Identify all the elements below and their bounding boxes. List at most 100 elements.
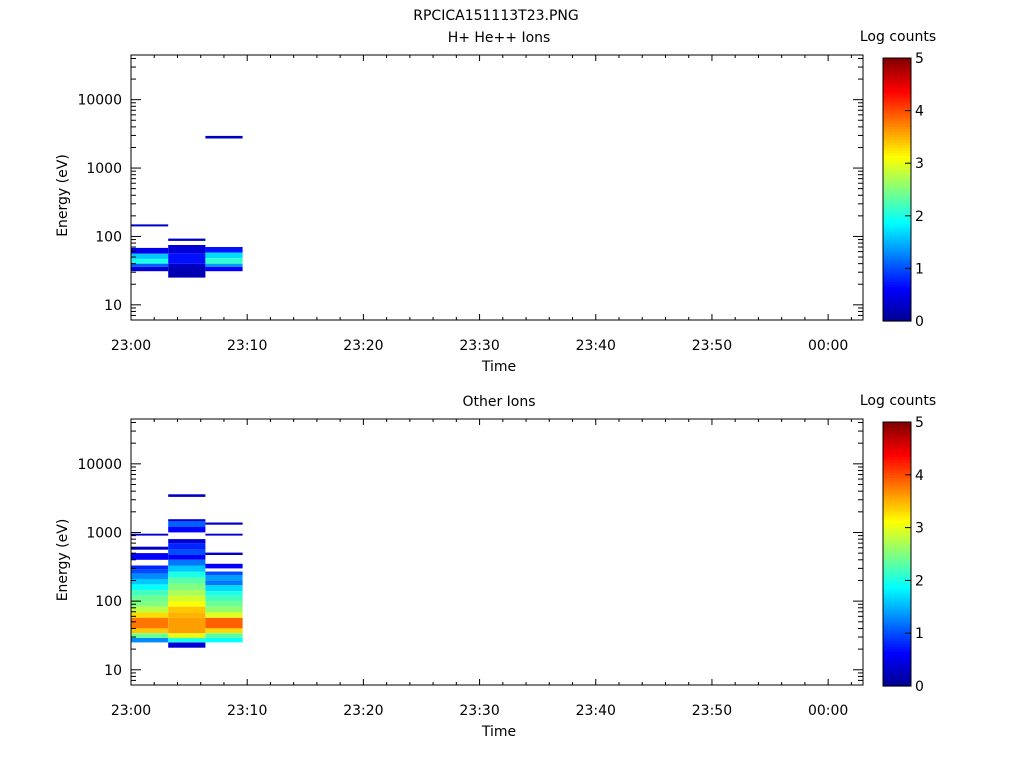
- colorbar-swatch: [883, 310, 911, 314]
- colorbar-swatch: [883, 458, 911, 463]
- spectrogram-cell: [205, 628, 243, 634]
- colorbar-swatch: [883, 165, 911, 170]
- colorbar-swatch: [883, 633, 911, 637]
- colorbar-swatch: [883, 461, 911, 465]
- colorbar-swatch: [883, 202, 911, 206]
- spectrogram-cell: [205, 533, 243, 536]
- colorbar-swatch: [883, 670, 911, 674]
- colorbar-swatch: [883, 453, 911, 457]
- colorbar-swatch: [883, 580, 911, 584]
- colorbar-swatch: [883, 299, 911, 304]
- colorbar-label: Log counts: [860, 29, 936, 45]
- colorbar-swatch: [883, 257, 911, 262]
- colorbar-frame: [882, 57, 912, 322]
- x-tick-label: 23:20: [343, 338, 383, 354]
- colorbar-swatch: [883, 683, 911, 687]
- colorbar-swatch: [883, 178, 911, 183]
- spectrogram-cell: [205, 266, 243, 272]
- colorbar-swatch: [883, 667, 911, 671]
- colorbar-swatch: [883, 493, 911, 497]
- colorbar-swatch: [883, 152, 911, 156]
- colorbar-tick-label: 0: [915, 679, 924, 695]
- colorbar-swatch: [883, 105, 911, 109]
- y-tick-label: 10: [104, 298, 122, 314]
- colorbar-swatch: [883, 226, 911, 230]
- colorbar-swatch: [883, 651, 911, 655]
- colorbar-swatch: [883, 522, 911, 526]
- spectrogram-cell: [168, 595, 206, 602]
- colorbar-swatch: [883, 641, 911, 645]
- colorbar-swatch: [883, 136, 911, 141]
- x-tick-label: 23:40: [576, 703, 616, 719]
- spectrogram-cell: [131, 565, 169, 570]
- colorbar-swatch: [883, 443, 911, 447]
- colorbar-swatch: [883, 422, 911, 426]
- colorbar-swatch: [883, 506, 911, 510]
- colorbar-swatch: [883, 559, 911, 563]
- colorbar-swatch: [883, 305, 911, 309]
- colorbar-swatch: [883, 569, 911, 574]
- x-tick-label: 23:30: [459, 703, 499, 719]
- colorbar-swatch: [883, 572, 911, 576]
- colorbar-tick-label: 2: [915, 573, 924, 589]
- colorbar-swatch: [883, 672, 911, 677]
- colorbar-swatch: [883, 302, 911, 306]
- colorbar-swatch: [883, 503, 911, 508]
- colorbar-swatch: [883, 68, 911, 72]
- colorbar-tick-label: 1: [915, 261, 924, 277]
- colorbar-swatch: [883, 435, 911, 439]
- spectrogram-cell: [205, 575, 243, 581]
- colorbar-swatch: [883, 100, 911, 104]
- spectrogram-cell: [168, 494, 206, 497]
- colorbar-swatch: [883, 207, 911, 212]
- y-tick-label: 10000: [77, 457, 122, 473]
- colorbar-swatch: [883, 142, 911, 146]
- colorbar-swatch: [883, 278, 911, 283]
- colorbar-swatch: [883, 194, 911, 198]
- x-tick-label: 23:50: [692, 338, 732, 354]
- colorbar-swatch: [883, 532, 911, 537]
- x-axis-label: Time: [481, 359, 516, 375]
- spectrogram-cell: [168, 519, 206, 522]
- colorbar-label: Log counts: [860, 393, 936, 409]
- colorbar-swatch: [883, 234, 911, 238]
- colorbar-swatch: [883, 181, 911, 185]
- spectrogram-cell: [131, 633, 169, 638]
- colorbar-swatch: [883, 620, 911, 624]
- colorbar-swatch: [883, 488, 911, 492]
- colorbar-swatch: [883, 598, 911, 603]
- colorbar-swatch: [883, 472, 911, 476]
- colorbar-swatch: [883, 110, 911, 114]
- spectrogram-cell: [205, 263, 243, 267]
- colorbar-swatch: [883, 244, 911, 248]
- colorbar-swatch: [883, 271, 911, 275]
- colorbar-swatch: [883, 588, 911, 592]
- spectrogram-cell: [168, 642, 206, 648]
- panel-1: 23:00 23:10 23:20 23:30 23:40 23:50 00:0010100…: [55, 29, 936, 375]
- spectrogram-cell: [205, 580, 243, 586]
- colorbar-swatch: [883, 292, 911, 296]
- colorbar-swatch: [883, 210, 911, 214]
- colorbar-swatch: [883, 121, 911, 125]
- colorbar-swatch: [883, 268, 911, 272]
- panel-2: 23:00 23:10 23:20 23:30 23:40 23:50 00:0010100…: [55, 393, 936, 740]
- colorbar-swatch: [883, 437, 911, 442]
- colorbar-swatch: [883, 294, 911, 298]
- colorbar-swatch: [883, 662, 911, 666]
- spectrogram-cell: [205, 571, 243, 575]
- spectrogram-cell: [168, 238, 206, 241]
- colorbar-swatch: [883, 65, 911, 70]
- colorbar-swatch: [883, 236, 911, 241]
- spectrogram-cell: [168, 543, 206, 550]
- spectrogram-cell: [205, 252, 243, 259]
- y-tick-label: 1000: [86, 161, 122, 177]
- spectrogram-cell: [205, 258, 243, 264]
- spectrogram-cell: [131, 617, 169, 623]
- colorbar-swatch: [883, 424, 911, 428]
- spectrogram-cells: [131, 135, 243, 278]
- colorbar-swatch: [883, 567, 911, 571]
- colorbar-swatch: [883, 601, 911, 605]
- colorbar-swatch: [883, 485, 911, 489]
- x-tick-label: 23:40: [576, 338, 616, 354]
- spectrogram-cell: [131, 263, 169, 267]
